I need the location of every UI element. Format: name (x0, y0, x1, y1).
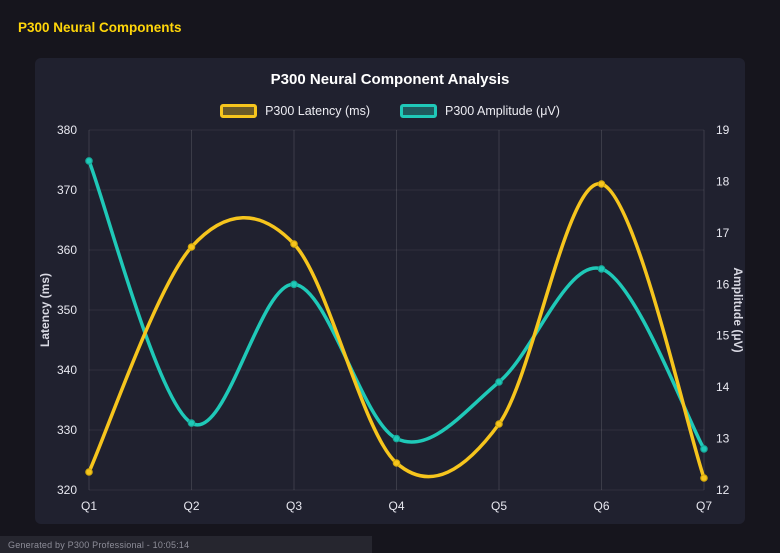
legend-label-latency: P300 Latency (ms) (265, 104, 370, 118)
legend-item-amplitude[interactable]: P300 Amplitude (μV) (400, 104, 560, 118)
y-tick-label-right: 13 (716, 432, 730, 446)
y-tick-label-left: 360 (57, 243, 77, 257)
chart-legend: P300 Latency (ms) P300 Amplitude (μV) (35, 104, 745, 118)
footer-text: Generated by P300 Professional - 10:05:1… (8, 539, 190, 550)
latency-point (85, 468, 93, 476)
chart-panel: P300 Neural Component Analysis P300 Late… (35, 58, 745, 524)
y-tick-label-left: 330 (57, 423, 77, 437)
y-tick-label-right: 17 (716, 226, 730, 240)
amplitude-point (392, 434, 401, 443)
legend-item-latency[interactable]: P300 Latency (ms) (220, 104, 370, 118)
x-tick-label: Q7 (696, 499, 712, 513)
latency-point (700, 474, 708, 482)
x-tick-label: Q4 (388, 499, 404, 513)
y-tick-label-right: 18 (716, 174, 730, 188)
y-tick-label-right: 19 (716, 124, 730, 137)
x-tick-label: Q3 (286, 499, 302, 513)
x-tick-label: Q6 (593, 499, 609, 513)
y-tick-label-right: 15 (716, 329, 730, 343)
y-tick-label-right: 16 (716, 277, 730, 291)
x-tick-label: Q2 (183, 499, 199, 513)
chart-svg: 320 330 340 350 360 370 380 12 13 14 15 16 17 18 19 Q1 Q… (38, 124, 745, 513)
footer-bar: Generated by P300 Professional - 10:05:1… (0, 536, 372, 553)
latency-point (187, 243, 196, 251)
latency-point (392, 459, 401, 467)
y-tick-label-left: 380 (57, 124, 77, 137)
legend-label-amplitude: P300 Amplitude (μV) (445, 104, 560, 118)
axis-title-left: Latency (ms) (38, 273, 52, 347)
app-title: P300 Neural Components (18, 20, 182, 35)
amplitude-point (290, 280, 298, 289)
latency-swatch-icon (220, 104, 258, 118)
latency-point (495, 420, 503, 428)
amplitude-point (495, 378, 503, 386)
amplitude-swatch-icon (400, 104, 437, 118)
axis-title-right: Amplitude (μV) (731, 267, 745, 352)
latency-point (597, 180, 606, 188)
y-tick-label-left: 370 (57, 183, 77, 197)
amplitude-point (85, 157, 93, 165)
x-tick-label: Q5 (491, 499, 507, 513)
y-tick-label-left: 320 (57, 483, 77, 497)
amplitude-point (187, 419, 196, 427)
y-tick-label-left: 350 (57, 303, 77, 317)
y-tick-label-right: 12 (716, 483, 730, 497)
x-tick-label: Q1 (81, 499, 97, 513)
latency-point (290, 240, 298, 248)
amplitude-point (700, 445, 708, 453)
chart-title: P300 Neural Component Analysis (270, 71, 510, 88)
y-tick-label-right: 14 (716, 380, 730, 394)
y-tick-label-left: 340 (57, 363, 77, 377)
amplitude-point (597, 265, 606, 273)
